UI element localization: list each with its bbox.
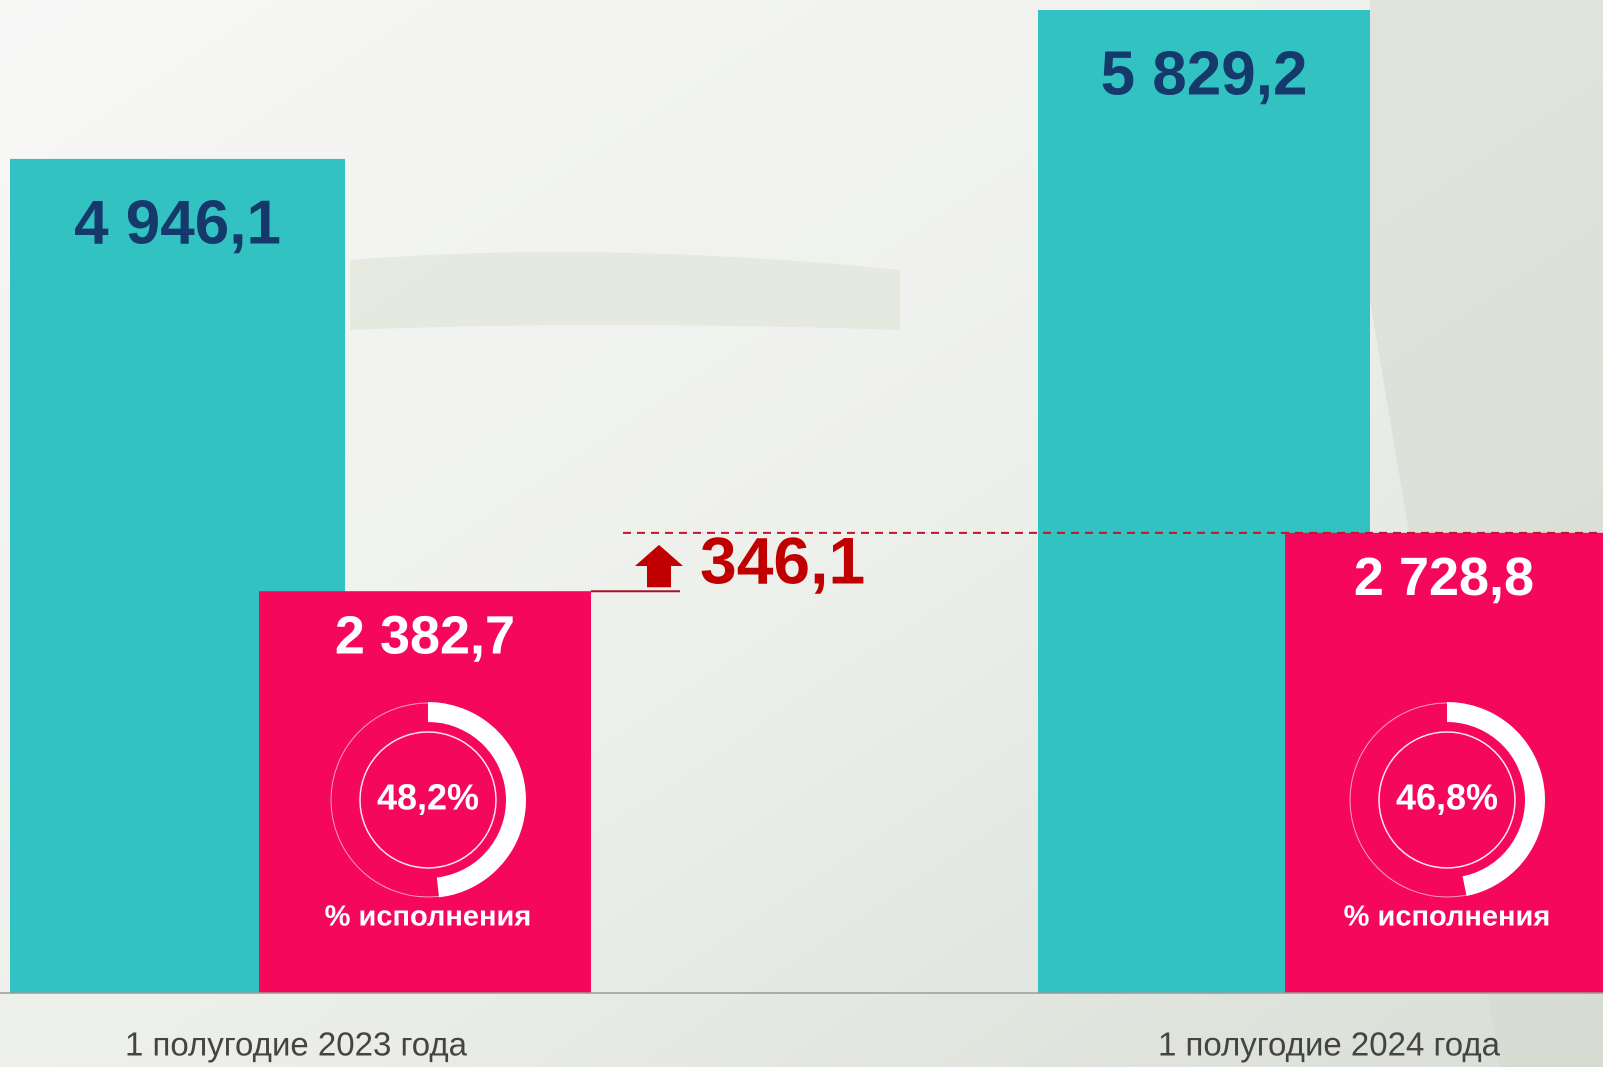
percent-caption: % исполнения xyxy=(325,901,532,933)
x-tick-label: 1 полугодие 2023 года xyxy=(125,1026,468,1063)
x-tick-label: 1 полугодие 2024 года xyxy=(1158,1026,1501,1063)
value-label: 5 829,2 xyxy=(1101,39,1308,108)
value-label: 2 382,7 xyxy=(335,605,515,665)
percent-caption: % исполнения xyxy=(1344,901,1551,933)
value-label: 4 946,1 xyxy=(74,188,281,257)
value-label: 2 728,8 xyxy=(1354,547,1534,607)
difference-label: 346,1 xyxy=(700,523,865,597)
background-shore xyxy=(350,252,900,330)
percent-label: 46,8% xyxy=(1396,777,1498,818)
percent-label: 48,2% xyxy=(377,777,479,818)
chart: 4 946,1 5 829,2 2 382,7 2 728,8 1 полугодие … xyxy=(0,0,1603,1067)
